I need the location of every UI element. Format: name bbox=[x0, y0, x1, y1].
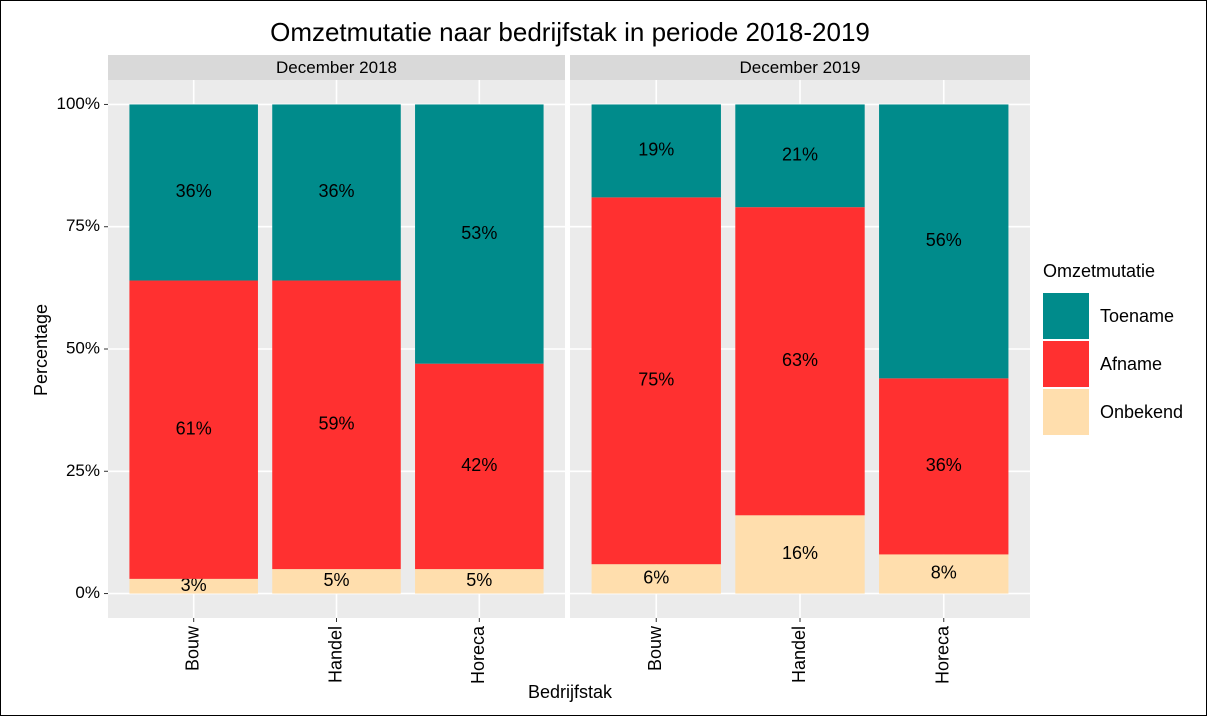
facet-title: December 2018 bbox=[276, 58, 397, 77]
legend-key bbox=[1043, 293, 1089, 339]
data-label: 8% bbox=[931, 563, 957, 583]
data-label: 75% bbox=[638, 370, 674, 390]
x-tick-label: Horeca bbox=[468, 625, 488, 684]
x-tick-label: Bouw bbox=[645, 625, 665, 671]
data-label: 36% bbox=[926, 455, 962, 475]
strip bbox=[108, 55, 565, 80]
x-tick-label: Handel bbox=[789, 626, 809, 683]
bar-segment bbox=[735, 207, 865, 516]
bar-segment bbox=[879, 104, 1009, 379]
bar-segment bbox=[415, 363, 544, 570]
data-label: 42% bbox=[461, 455, 497, 475]
legend-label: Toename bbox=[1100, 306, 1174, 326]
data-label: 5% bbox=[466, 570, 492, 590]
data-label: 6% bbox=[643, 568, 669, 588]
data-label: 59% bbox=[318, 414, 354, 434]
bar-segment bbox=[272, 569, 401, 594]
bar-segment bbox=[735, 515, 865, 594]
data-label: 3% bbox=[181, 575, 207, 595]
data-label: 36% bbox=[176, 181, 212, 201]
y-tick-label: 25% bbox=[66, 461, 100, 480]
data-label: 19% bbox=[638, 140, 674, 160]
bar-segment bbox=[415, 104, 544, 364]
legend-key bbox=[1043, 389, 1089, 435]
x-tick-label: Handel bbox=[325, 626, 345, 683]
chart-title: Omzetmutatie naar bedrijfstak in periode… bbox=[270, 17, 870, 47]
legend-label: Afname bbox=[1100, 354, 1162, 374]
bar-segment bbox=[591, 564, 721, 594]
legend-key bbox=[1043, 341, 1089, 387]
x-axis-label: Bedrijfstak bbox=[528, 682, 613, 702]
bar-segment bbox=[129, 280, 258, 579]
bar-segment bbox=[591, 197, 721, 565]
y-axis-label: Percentage bbox=[31, 304, 51, 396]
bar-segment bbox=[129, 104, 258, 281]
bar-segment bbox=[879, 378, 1009, 555]
y-tick-label: 0% bbox=[75, 583, 100, 602]
bar-segment bbox=[415, 569, 544, 594]
data-label: 21% bbox=[782, 145, 818, 165]
facet-title: December 2019 bbox=[740, 58, 861, 77]
data-label: 63% bbox=[782, 350, 818, 370]
bar-segment bbox=[879, 554, 1009, 594]
strip bbox=[570, 55, 1030, 80]
bar-segment bbox=[272, 280, 401, 570]
bar-segment bbox=[735, 104, 865, 208]
data-label: 56% bbox=[926, 230, 962, 250]
y-tick-label: 100% bbox=[57, 94, 100, 113]
data-label: 5% bbox=[323, 570, 349, 590]
bar-segment bbox=[272, 104, 401, 281]
data-label: 53% bbox=[461, 223, 497, 243]
legend-label: Onbekend bbox=[1100, 402, 1183, 422]
bar-segment bbox=[129, 578, 258, 594]
legend-title: Omzetmutatie bbox=[1043, 261, 1155, 281]
y-tick-label: 50% bbox=[66, 338, 100, 357]
data-label: 36% bbox=[318, 181, 354, 201]
y-tick-label: 75% bbox=[66, 216, 100, 235]
bar-segment bbox=[591, 104, 721, 198]
data-label: 61% bbox=[176, 418, 212, 438]
data-label: 16% bbox=[782, 543, 818, 563]
x-tick-label: Horeca bbox=[933, 625, 953, 684]
x-tick-label: Bouw bbox=[182, 625, 202, 671]
